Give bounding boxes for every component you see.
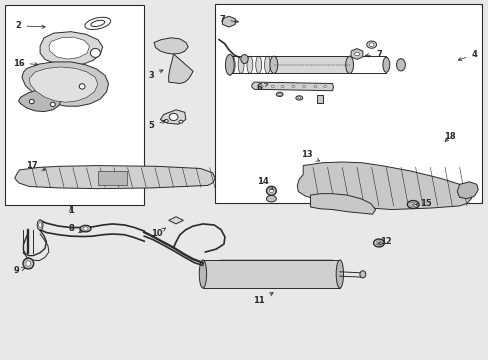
Polygon shape	[456, 182, 477, 199]
Text: 16: 16	[13, 58, 38, 68]
Ellipse shape	[323, 85, 326, 87]
Ellipse shape	[409, 202, 416, 207]
Bar	[5, 5, 144, 205]
Ellipse shape	[91, 20, 104, 27]
Ellipse shape	[169, 113, 178, 121]
Bar	[215, 4, 481, 203]
Ellipse shape	[29, 99, 34, 104]
Text: 17: 17	[26, 161, 45, 171]
Ellipse shape	[278, 93, 281, 95]
Text: 13: 13	[301, 150, 319, 161]
Ellipse shape	[23, 258, 34, 269]
Bar	[203, 260, 339, 288]
Ellipse shape	[90, 49, 100, 57]
Polygon shape	[160, 110, 185, 124]
Ellipse shape	[264, 56, 270, 73]
Ellipse shape	[269, 56, 277, 73]
Polygon shape	[168, 217, 183, 224]
Ellipse shape	[354, 52, 359, 56]
Text: 6: 6	[256, 83, 267, 91]
Bar	[98, 171, 127, 185]
Polygon shape	[40, 32, 102, 66]
Text: 10: 10	[150, 228, 165, 239]
Text: 15: 15	[415, 199, 430, 208]
Ellipse shape	[85, 17, 110, 30]
Ellipse shape	[375, 241, 381, 245]
Ellipse shape	[240, 55, 247, 63]
Ellipse shape	[164, 120, 168, 122]
Ellipse shape	[373, 239, 384, 247]
Ellipse shape	[407, 201, 418, 208]
Ellipse shape	[345, 56, 353, 73]
Ellipse shape	[295, 96, 302, 100]
Ellipse shape	[302, 85, 305, 87]
Text: 11: 11	[253, 293, 273, 305]
Ellipse shape	[79, 84, 85, 89]
Ellipse shape	[269, 189, 273, 193]
Ellipse shape	[246, 56, 252, 73]
Polygon shape	[15, 166, 215, 189]
Ellipse shape	[199, 260, 206, 288]
Polygon shape	[168, 54, 193, 84]
Text: 14: 14	[257, 177, 273, 190]
Ellipse shape	[396, 59, 405, 71]
Polygon shape	[222, 16, 235, 27]
Ellipse shape	[297, 97, 300, 99]
Ellipse shape	[377, 242, 380, 244]
Polygon shape	[350, 49, 362, 59]
Ellipse shape	[382, 57, 389, 72]
Ellipse shape	[37, 220, 43, 230]
Bar	[273, 56, 349, 73]
Ellipse shape	[80, 225, 91, 232]
Text: 4: 4	[457, 50, 476, 60]
Ellipse shape	[410, 203, 414, 206]
Text: 8: 8	[68, 224, 82, 233]
Text: 18: 18	[443, 132, 455, 141]
Text: 2: 2	[16, 21, 45, 30]
Polygon shape	[29, 67, 98, 102]
Ellipse shape	[336, 260, 343, 288]
Text: 1: 1	[68, 206, 74, 215]
Ellipse shape	[39, 222, 41, 228]
Polygon shape	[22, 62, 108, 106]
Text: 12: 12	[377, 238, 391, 246]
Ellipse shape	[26, 261, 31, 266]
Polygon shape	[49, 37, 89, 59]
Polygon shape	[251, 82, 333, 91]
Ellipse shape	[359, 271, 365, 278]
Text: 3: 3	[148, 70, 163, 80]
Ellipse shape	[83, 227, 88, 230]
Text: 7: 7	[365, 50, 381, 59]
Ellipse shape	[225, 54, 234, 75]
Ellipse shape	[266, 195, 276, 202]
Ellipse shape	[238, 56, 244, 73]
Text: 9: 9	[13, 266, 25, 275]
Ellipse shape	[276, 92, 283, 96]
Text: 7: 7	[219, 15, 238, 24]
Ellipse shape	[291, 85, 294, 87]
Ellipse shape	[281, 85, 284, 87]
Ellipse shape	[368, 43, 373, 46]
Ellipse shape	[255, 56, 261, 73]
Text: 5: 5	[148, 121, 165, 130]
Ellipse shape	[266, 186, 276, 195]
Ellipse shape	[313, 85, 316, 87]
Ellipse shape	[271, 85, 274, 87]
Bar	[316, 95, 322, 103]
Ellipse shape	[260, 85, 263, 87]
Ellipse shape	[366, 41, 376, 48]
Ellipse shape	[179, 120, 183, 123]
Polygon shape	[154, 38, 188, 54]
Ellipse shape	[50, 102, 55, 107]
Polygon shape	[297, 162, 471, 210]
Polygon shape	[310, 194, 375, 214]
Ellipse shape	[223, 18, 234, 26]
Polygon shape	[19, 90, 61, 112]
Ellipse shape	[229, 56, 235, 73]
